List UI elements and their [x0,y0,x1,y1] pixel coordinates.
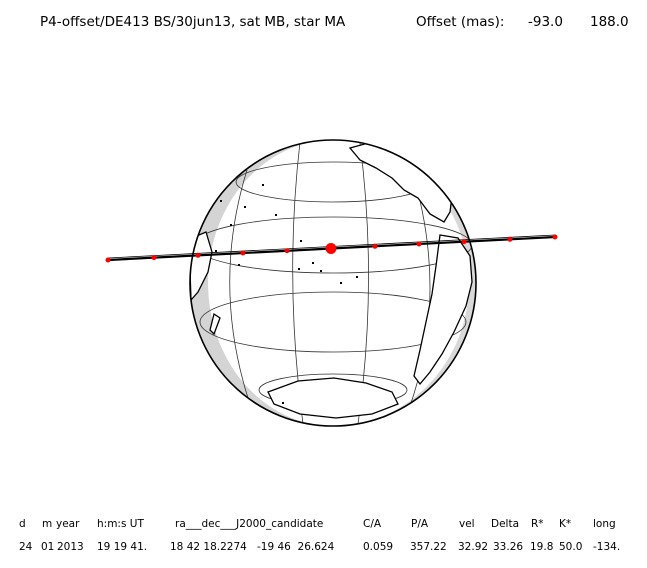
time-tick [195,252,201,258]
col-d: d [19,518,26,530]
val-pa: 357.22 [410,541,447,553]
column-headers: d m year h:m:s UT ra___dec___J2000_candi… [0,518,647,534]
col-year: year [56,518,80,530]
col-pa: P/A [411,518,429,530]
val-kstar: 50.0 [559,541,583,553]
pacific-islands [215,184,358,404]
col-radec: ra___dec___J2000_candidate [175,518,324,530]
val-ca: 0.059 [363,541,394,553]
offset-y-value: 188.0 [590,14,629,30]
col-vel: vel [459,518,475,530]
offset-label: Offset (mas): [416,14,505,30]
time-tick [284,248,290,254]
val-d: 24 [19,541,33,553]
south-america [413,234,473,386]
val-delta: 33.26 [493,541,524,553]
col-kstar: K* [559,518,572,530]
new-zealand [209,312,221,336]
val-dec: -19 46 26.624 [257,541,335,553]
val-year: 2013 [57,541,84,553]
time-tick [151,255,157,261]
offset-x-value: -93.0 [528,14,563,30]
closest-approach-marker [325,243,337,254]
val-vel: 32.92 [458,541,489,553]
time-tick [507,236,513,242]
val-rstar: 19.8 [530,541,554,553]
val-hms: 19 19 41. [97,541,148,553]
time-tick [461,239,467,245]
globe-disk [190,140,476,426]
time-tick [372,243,378,249]
val-m: 01 [41,541,55,553]
col-ca: C/A [363,518,382,530]
globe-outline [189,139,477,427]
page-title: P4-offset/DE413 BS/30jun13, sat MB, star… [40,14,346,30]
col-m: m [42,518,53,530]
col-long: long [593,518,616,530]
val-long: -134. [593,541,621,553]
time-ticks [105,234,558,263]
time-tick [416,241,422,247]
col-rstar: R* [531,518,544,530]
col-delta: Delta [491,518,520,530]
time-tick [552,234,558,240]
values-row: 24 01 2013 19 19 41. 18 42 18.2274 -19 4… [0,541,647,557]
antarctica [267,377,399,419]
col-hms: h:m:s UT [97,518,144,530]
val-ra: 18 42 18.2274 [170,541,247,553]
time-tick [105,257,111,263]
time-tick [240,250,246,256]
